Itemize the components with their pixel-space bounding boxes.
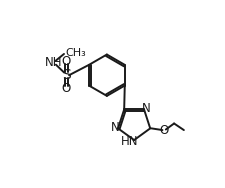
Text: HN: HN xyxy=(121,135,139,148)
Text: N: N xyxy=(111,121,119,134)
Text: CH₃: CH₃ xyxy=(65,48,86,58)
Text: O: O xyxy=(62,55,71,68)
Text: S: S xyxy=(62,68,71,82)
Text: NH: NH xyxy=(45,56,62,69)
Text: N: N xyxy=(142,102,151,115)
Text: O: O xyxy=(160,124,169,137)
Text: O: O xyxy=(62,82,71,95)
